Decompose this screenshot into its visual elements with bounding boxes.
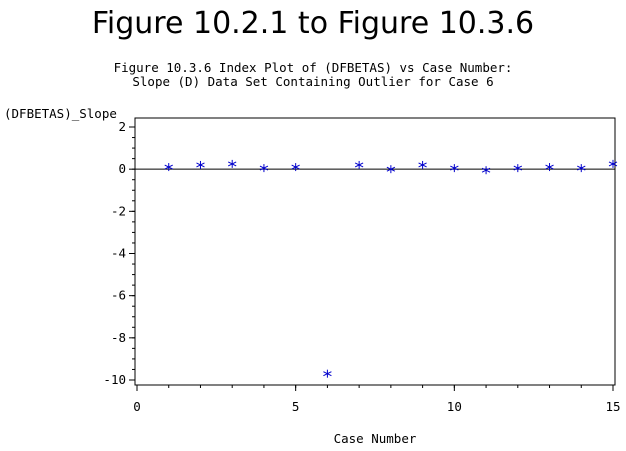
data-point xyxy=(418,160,427,169)
x-tick-label: 5 xyxy=(292,399,300,414)
y-tick-label: -6 xyxy=(111,288,126,303)
data-point xyxy=(545,163,554,172)
y-tick-label: -2 xyxy=(111,203,126,218)
data-point xyxy=(323,369,332,378)
data-point xyxy=(513,164,523,173)
x-tick-label: 0 xyxy=(133,399,141,414)
data-point xyxy=(386,165,396,174)
data-point xyxy=(577,164,586,173)
x-axis-label: Case Number xyxy=(334,431,417,446)
x-axis-ticks: 0 5 10 15 xyxy=(133,385,621,414)
y-axis-ticks: 2 0 -2 -4 -6 -8 -10 xyxy=(103,119,135,387)
x-tick-label: 15 xyxy=(605,399,620,414)
data-points xyxy=(164,159,618,378)
y-axis-label: (DFBETAS)_Slope xyxy=(4,106,117,121)
data-point xyxy=(291,163,300,172)
y-tick-label: -10 xyxy=(103,372,126,387)
data-point xyxy=(481,166,491,175)
plot-frame xyxy=(134,117,616,386)
x-tick-label: 10 xyxy=(447,399,462,414)
chart-title: Figure 10.3.6 Index Plot of (DFBETAS) vs… xyxy=(113,60,513,75)
data-point xyxy=(354,160,364,169)
data-point xyxy=(164,163,173,172)
y-tick-label: -4 xyxy=(111,246,126,261)
y-tick-label: 2 xyxy=(118,119,126,134)
data-point xyxy=(196,160,205,169)
data-point xyxy=(227,159,237,168)
data-point xyxy=(259,164,269,173)
y-tick-label: 0 xyxy=(118,161,126,176)
y-tick-label: -8 xyxy=(111,330,126,345)
data-point xyxy=(608,159,618,168)
chart-subtitle: Slope (D) Data Set Containing Outlier fo… xyxy=(132,74,494,89)
data-point xyxy=(450,164,459,173)
page-title: Figure 10.2.1 to Figure 10.3.6 xyxy=(91,6,535,41)
